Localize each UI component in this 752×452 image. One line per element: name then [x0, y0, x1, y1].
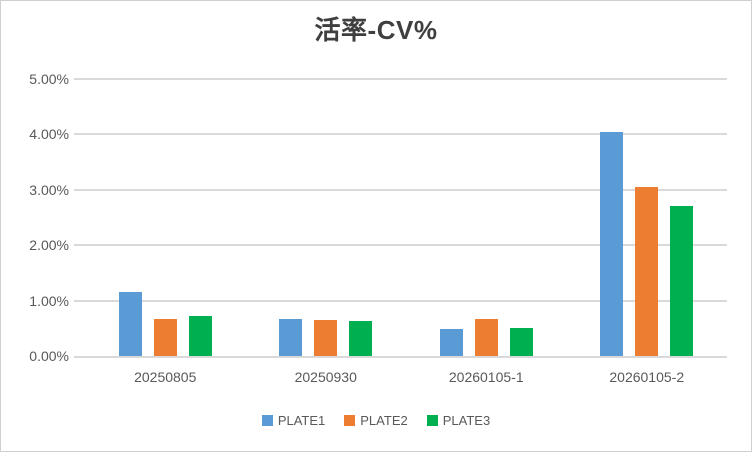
bar-group: [85, 79, 246, 356]
legend-label: PLATE2: [360, 413, 408, 428]
gridline: [74, 78, 727, 80]
y-axis-label: 2.00%: [29, 237, 69, 254]
bar-group: [246, 79, 407, 356]
legend-label: PLATE1: [277, 413, 326, 428]
bar-plate1-20260105-2[interactable]: [600, 131, 624, 356]
bar-plate3-20260105-1[interactable]: [509, 327, 533, 356]
bar-plate1-20250805[interactable]: [118, 292, 142, 356]
gridline: [74, 300, 727, 302]
x-axis-label: 20260105-1: [448, 369, 524, 385]
bar-plate3-20250805[interactable]: [188, 315, 212, 356]
plot-area: [74, 78, 727, 358]
x-axis-label: 20260105-2: [609, 369, 685, 385]
x-axis: 20250805 20250930 20260105-1 20260105-2: [85, 369, 727, 385]
legend-label: PLATE3: [442, 413, 491, 428]
legend-item-plate1[interactable]: PLATE1: [261, 413, 326, 428]
bar-group: [406, 79, 567, 356]
y-axis-label: 3.00%: [29, 181, 69, 198]
y-axis-label: 1.00%: [29, 292, 69, 309]
gridline: [74, 133, 727, 135]
bar-plate2-20250805[interactable]: [153, 319, 177, 356]
legend-swatch-icon: [261, 415, 273, 426]
x-axis-label: 20250930: [294, 369, 357, 385]
legend-item-plate3[interactable]: PLATE3: [426, 413, 491, 428]
legend: PLATE1 PLATE2 PLATE3: [1, 413, 751, 428]
bar-plate2-20260105-1[interactable]: [474, 318, 498, 356]
bar-group: [567, 79, 728, 356]
bar-plate1-20260105-1[interactable]: [439, 328, 463, 356]
gridline: [74, 244, 727, 246]
chart-title-cjk: 活率: [314, 16, 368, 46]
x-axis-line: [74, 356, 727, 358]
y-axis-label: 5.00%: [29, 71, 69, 87]
bar-plate1-20250930[interactable]: [279, 318, 303, 356]
bar-plate3-20260105-2[interactable]: [670, 206, 694, 356]
bar-plate3-20250930[interactable]: [349, 321, 373, 356]
bar-plate2-20260105-2[interactable]: [635, 187, 659, 356]
y-axis-label: 0.00%: [29, 348, 69, 364]
legend-swatch-icon: [426, 415, 438, 426]
x-axis-label: 20250805: [134, 369, 197, 385]
chart-title: 活率-CV%: [1, 10, 751, 47]
legend-swatch-icon: [344, 415, 356, 426]
bar-plate2-20250930[interactable]: [314, 320, 338, 356]
y-axis-label: 4.00%: [29, 126, 69, 143]
gridline: [74, 189, 727, 191]
y-axis: 0.00% 1.00% 2.00% 3.00% 4.00% 5.00%: [1, 71, 69, 364]
bars-layer: [85, 79, 727, 356]
legend-item-plate2[interactable]: PLATE2: [344, 413, 408, 428]
chart-title-latin: -CV%: [367, 15, 438, 45]
